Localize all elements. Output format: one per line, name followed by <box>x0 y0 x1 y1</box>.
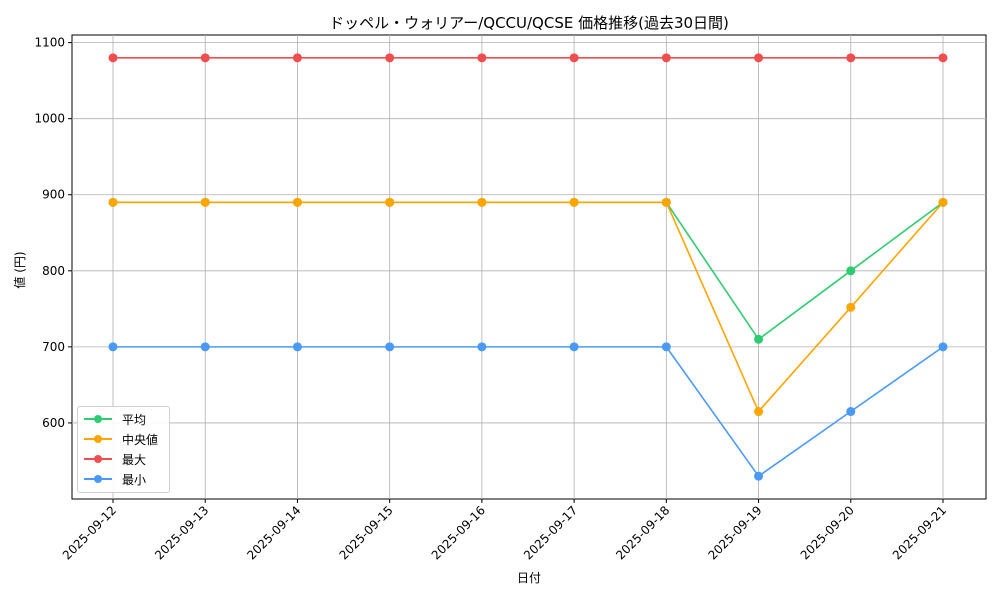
x-tick-label: 2025-09-19 <box>705 503 764 562</box>
data-point <box>200 197 210 207</box>
data-point <box>569 342 579 352</box>
legend-swatch-min <box>84 470 112 488</box>
data-point <box>569 53 579 63</box>
x-tick-label: 2025-09-20 <box>798 503 857 562</box>
data-point <box>846 266 856 276</box>
y-tick-label: 600 <box>42 416 65 430</box>
data-point <box>938 197 948 207</box>
y-axis-label: 値 (円) <box>12 251 27 288</box>
x-tick-label: 2025-09-15 <box>337 503 396 562</box>
x-tick-label: 2025-09-13 <box>152 503 211 562</box>
legend-item-median: 中央値 <box>84 430 158 448</box>
y-tick-label: 1100 <box>34 36 65 50</box>
data-point <box>477 342 487 352</box>
data-point <box>661 342 671 352</box>
legend-swatch-max <box>84 450 112 468</box>
x-axis-label: 日付 <box>517 571 541 585</box>
legend-label-min: 最小 <box>122 472 147 487</box>
data-point <box>754 53 764 63</box>
y-tick-label: 1000 <box>34 112 65 126</box>
x-tick-label: 2025-09-16 <box>429 503 488 562</box>
data-point <box>477 197 487 207</box>
x-tick-label: 2025-09-18 <box>613 503 672 562</box>
data-point <box>385 197 395 207</box>
legend-label-median: 中央値 <box>122 432 159 447</box>
x-tick-label: 2025-09-17 <box>521 503 580 562</box>
data-point <box>938 53 948 63</box>
x-tick-label: 2025-09-21 <box>890 503 949 562</box>
data-point <box>846 53 856 63</box>
data-point <box>292 197 302 207</box>
data-point <box>661 197 671 207</box>
x-tick-label: 2025-09-14 <box>244 503 303 562</box>
data-point <box>200 53 210 63</box>
series-line-1 <box>113 201 944 413</box>
legend-swatch-median <box>84 430 112 448</box>
data-point <box>754 471 764 481</box>
data-point <box>292 342 302 352</box>
data-point <box>569 197 579 207</box>
series <box>108 53 948 481</box>
data-point <box>108 197 118 207</box>
x-tick-label: 2025-09-12 <box>60 503 119 562</box>
legend-label-max: 最大 <box>122 452 147 467</box>
y-tick-label: 900 <box>42 188 65 202</box>
legend-item-min: 最小 <box>84 470 146 488</box>
data-point <box>292 53 302 63</box>
data-point <box>754 407 764 417</box>
legend-swatch-mean <box>84 410 112 428</box>
data-point <box>385 53 395 63</box>
data-point <box>661 53 671 63</box>
data-point <box>385 342 395 352</box>
data-point <box>108 53 118 63</box>
legend-label-mean: 平均 <box>122 412 147 427</box>
data-point <box>200 342 210 352</box>
y-tick-label: 700 <box>42 340 65 354</box>
data-point <box>846 302 856 312</box>
data-point <box>477 53 487 63</box>
chart-title: ドッペル・ウォリアー/QCCU/QCSE 価格推移(過去30日間) <box>329 14 729 32</box>
legend: 平均 中央値 最大 最小 <box>77 406 170 493</box>
data-point <box>938 342 948 352</box>
legend-item-max: 最大 <box>84 450 146 468</box>
data-point <box>754 334 764 344</box>
plot-frame <box>71 34 987 500</box>
series-line-3 <box>113 346 944 478</box>
data-point <box>108 342 118 352</box>
y-tick-label: 800 <box>42 264 65 278</box>
legend-item-mean: 平均 <box>84 410 146 428</box>
data-point <box>846 407 856 417</box>
